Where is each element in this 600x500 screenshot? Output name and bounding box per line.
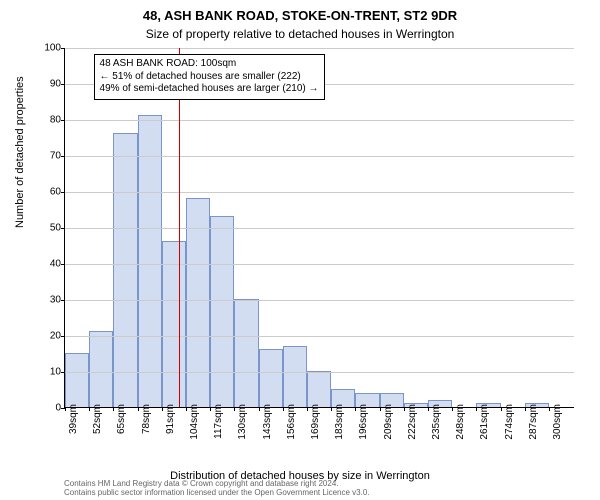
histogram-bar bbox=[138, 115, 162, 407]
gridline bbox=[65, 228, 574, 229]
x-tick-mark bbox=[549, 407, 550, 411]
y-tick-mark bbox=[61, 120, 65, 121]
x-tick-mark bbox=[428, 407, 429, 411]
y-tick-mark bbox=[61, 264, 65, 265]
y-tick-label: 20 bbox=[37, 331, 61, 342]
x-tick-label: 300sqm bbox=[552, 404, 563, 440]
x-tick-mark bbox=[89, 407, 90, 411]
footer-attribution: Contains HM Land Registry data © Crown c… bbox=[64, 479, 370, 498]
histogram-bar bbox=[162, 241, 186, 407]
y-tick-label: 40 bbox=[37, 259, 61, 270]
y-axis-label: Number of detached properties bbox=[14, 76, 26, 228]
x-tick-label: 78sqm bbox=[141, 404, 152, 434]
x-tick-mark bbox=[380, 407, 381, 411]
gridline bbox=[65, 300, 574, 301]
histogram-bar bbox=[259, 349, 283, 407]
y-tick-label: 60 bbox=[37, 187, 61, 198]
annotation-line-3: 49% of semi-detached houses are larger (… bbox=[100, 83, 319, 96]
x-tick-mark bbox=[162, 407, 163, 411]
y-tick-mark bbox=[61, 300, 65, 301]
x-tick-label: 235sqm bbox=[431, 404, 442, 440]
y-tick-label: 80 bbox=[37, 115, 61, 126]
gridline bbox=[65, 48, 574, 49]
x-tick-label: 52sqm bbox=[92, 404, 103, 434]
x-tick-label: 183sqm bbox=[334, 404, 345, 440]
x-tick-label: 261sqm bbox=[479, 404, 490, 440]
gridline bbox=[65, 264, 574, 265]
y-tick-mark bbox=[61, 336, 65, 337]
histogram-bar bbox=[210, 216, 234, 407]
histogram-bar bbox=[234, 299, 258, 407]
x-tick-label: 196sqm bbox=[358, 404, 369, 440]
gridline bbox=[65, 120, 574, 121]
x-tick-label: 287sqm bbox=[528, 404, 539, 440]
x-tick-mark bbox=[186, 407, 187, 411]
footer-line-1: Contains HM Land Registry data © Crown c… bbox=[64, 479, 370, 489]
x-tick-label: 39sqm bbox=[68, 404, 79, 434]
x-tick-label: 143sqm bbox=[262, 404, 273, 440]
marker-line bbox=[179, 48, 180, 407]
y-tick-label: 70 bbox=[37, 151, 61, 162]
x-tick-mark bbox=[138, 407, 139, 411]
x-tick-mark bbox=[234, 407, 235, 411]
x-tick-label: 274sqm bbox=[504, 404, 515, 440]
gridline bbox=[65, 336, 574, 337]
gridline bbox=[65, 372, 574, 373]
annotation-box: 48 ASH BANK ROAD: 100sqm ← 51% of detach… bbox=[94, 54, 325, 100]
histogram-bar bbox=[186, 198, 210, 407]
x-tick-label: 222sqm bbox=[407, 404, 418, 440]
y-tick-mark bbox=[61, 156, 65, 157]
x-tick-mark bbox=[331, 407, 332, 411]
plot-area: 0102030405060708090100 39sqm52sqm65sqm78… bbox=[64, 48, 574, 408]
y-tick-label: 10 bbox=[37, 367, 61, 378]
chart-subtitle: Size of property relative to detached ho… bbox=[0, 25, 600, 41]
x-tick-mark bbox=[259, 407, 260, 411]
chart-title: 48, ASH BANK ROAD, STOKE-ON-TRENT, ST2 9… bbox=[0, 0, 600, 25]
gridline bbox=[65, 192, 574, 193]
y-tick-mark bbox=[61, 372, 65, 373]
x-tick-mark bbox=[307, 407, 308, 411]
x-tick-mark bbox=[452, 407, 453, 411]
x-tick-label: 169sqm bbox=[310, 404, 321, 440]
y-tick-label: 0 bbox=[37, 403, 61, 414]
x-tick-mark bbox=[283, 407, 284, 411]
y-tick-label: 50 bbox=[37, 223, 61, 234]
x-tick-mark bbox=[404, 407, 405, 411]
y-tick-label: 90 bbox=[37, 79, 61, 90]
x-tick-label: 104sqm bbox=[189, 404, 200, 440]
histogram-bar bbox=[89, 331, 113, 407]
x-tick-mark bbox=[525, 407, 526, 411]
chart-container: 48, ASH BANK ROAD, STOKE-ON-TRENT, ST2 9… bbox=[0, 0, 600, 500]
x-tick-mark bbox=[476, 407, 477, 411]
x-tick-mark bbox=[355, 407, 356, 411]
y-tick-label: 30 bbox=[37, 295, 61, 306]
histogram-bar bbox=[307, 371, 331, 407]
x-tick-label: 65sqm bbox=[116, 404, 127, 434]
histogram-bar bbox=[283, 346, 307, 407]
footer-line-2: Contains public sector information licen… bbox=[64, 488, 370, 498]
x-tick-mark bbox=[501, 407, 502, 411]
x-tick-label: 248sqm bbox=[455, 404, 466, 440]
x-tick-label: 117sqm bbox=[213, 404, 224, 439]
y-tick-mark bbox=[61, 228, 65, 229]
x-tick-label: 91sqm bbox=[165, 404, 176, 434]
y-tick-mark bbox=[61, 84, 65, 85]
x-tick-label: 209sqm bbox=[383, 404, 394, 440]
annotation-line-1: 48 ASH BANK ROAD: 100sqm bbox=[100, 58, 319, 71]
x-tick-mark bbox=[65, 407, 66, 411]
histogram-bar bbox=[113, 133, 137, 407]
x-tick-label: 130sqm bbox=[237, 404, 248, 440]
annotation-line-2: ← 51% of detached houses are smaller (22… bbox=[100, 71, 319, 84]
gridline bbox=[65, 156, 574, 157]
y-tick-mark bbox=[61, 48, 65, 49]
y-tick-mark bbox=[61, 192, 65, 193]
x-tick-mark bbox=[113, 407, 114, 411]
x-tick-mark bbox=[210, 407, 211, 411]
x-tick-label: 156sqm bbox=[286, 404, 297, 440]
histogram-bar bbox=[65, 353, 89, 407]
y-tick-label: 100 bbox=[37, 43, 61, 54]
